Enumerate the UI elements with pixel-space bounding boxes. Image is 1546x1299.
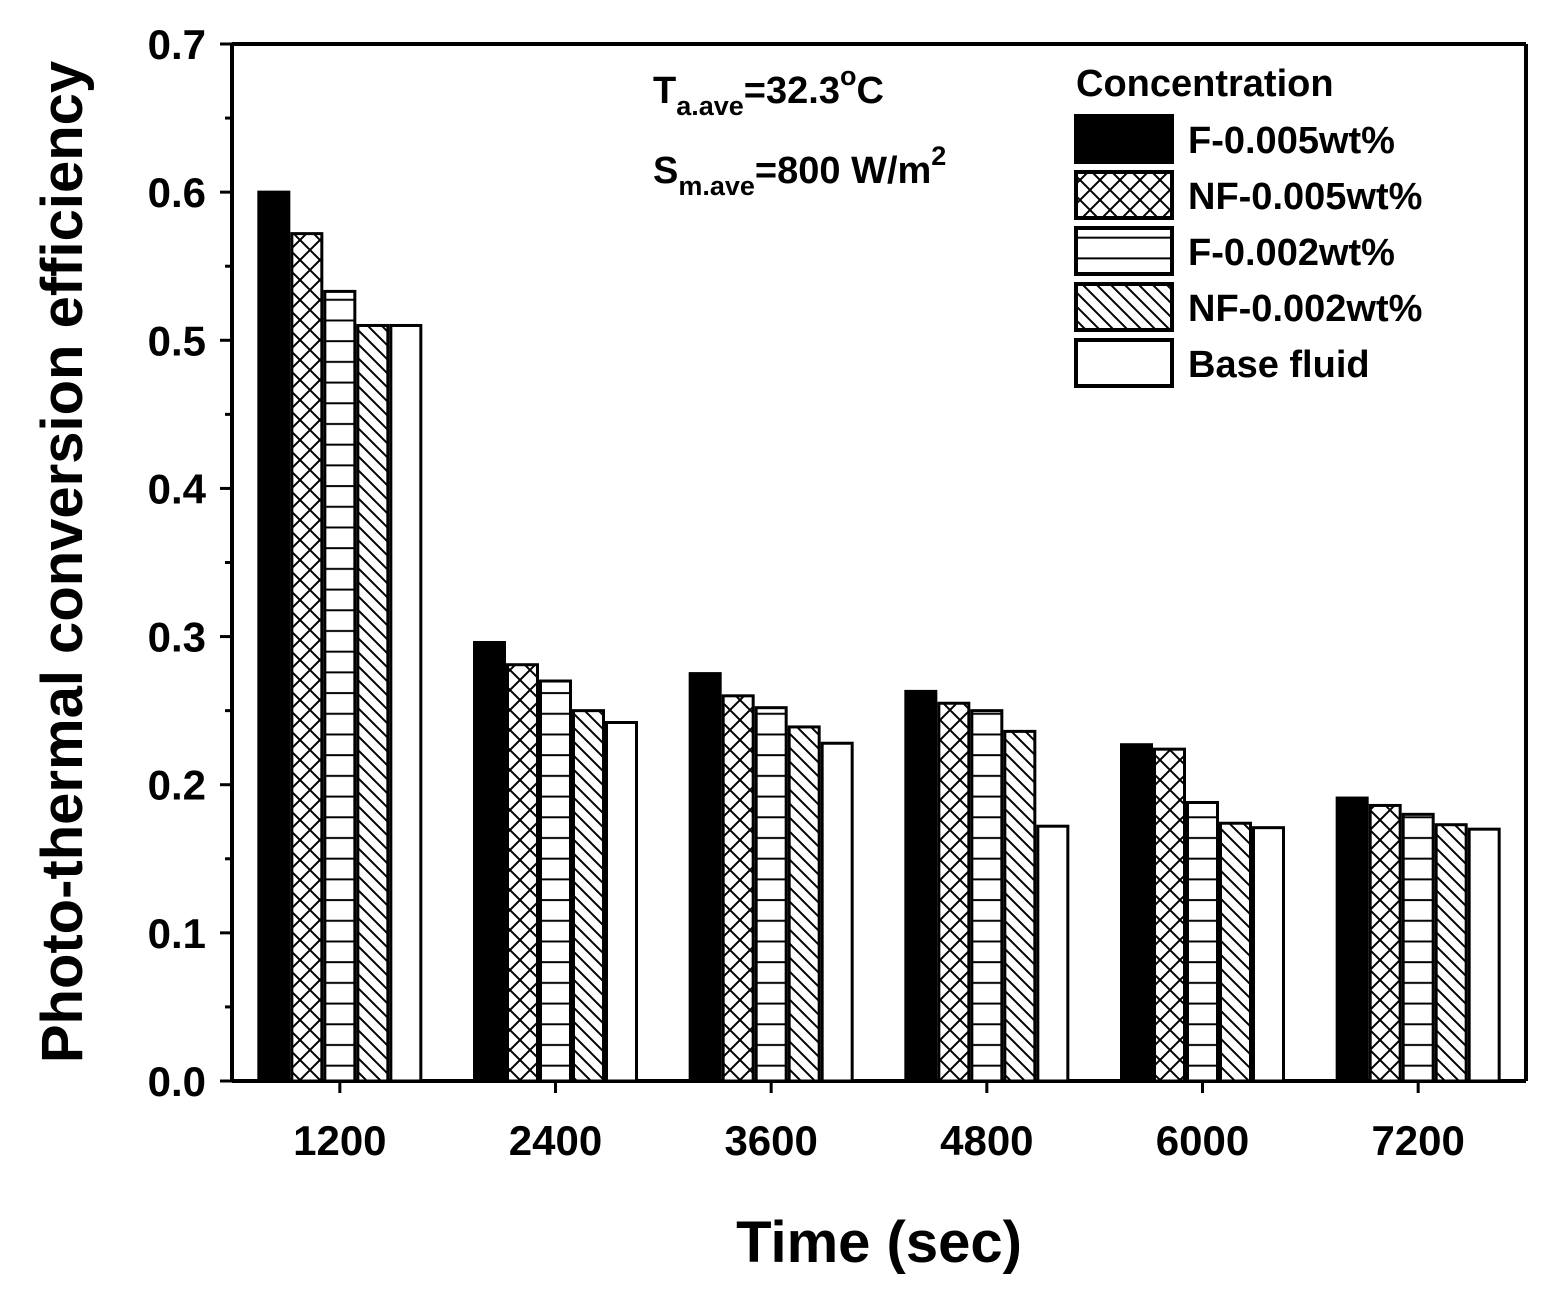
x-tick-label: 1200: [293, 1117, 386, 1164]
y-axis-title: Photo-thermal conversion efficiency: [30, 61, 95, 1063]
bar-2-4800: [937, 701, 971, 1083]
y-tick-label: 0.0: [148, 1058, 206, 1105]
bar-4-2400: [572, 709, 605, 1083]
t-main: T: [653, 70, 676, 112]
bar-1-7200: [1335, 796, 1369, 1083]
legend-label: F-0.005wt%: [1188, 120, 1395, 162]
s-sup: 2: [931, 141, 946, 171]
y-tick-label: 0.2: [148, 762, 206, 809]
legend-swatch: [1074, 226, 1174, 276]
y-tick-label: 0.3: [148, 614, 206, 661]
bar-2-2400: [506, 663, 539, 1083]
bars: [257, 190, 1501, 1083]
legend-swatch: [1074, 282, 1174, 332]
bar-3-3600: [754, 706, 788, 1083]
bar-1-2400: [473, 640, 506, 1083]
bar-4-1200: [356, 323, 390, 1083]
bar-2-3600: [721, 694, 755, 1083]
bar-4-6000: [1219, 821, 1252, 1083]
bar-2-1200: [290, 232, 324, 1083]
t-value: =32.3: [744, 70, 840, 112]
bar-4-7200: [1434, 823, 1468, 1083]
y-tick-label: 0.7: [148, 21, 206, 68]
bar-5-4800: [1036, 824, 1070, 1083]
s-value: =800 W/m: [755, 150, 931, 192]
legend-label: NF-0.002wt%: [1188, 288, 1422, 330]
solar-irradiance-annotation: Sm.ave=800 W/m2: [653, 141, 946, 201]
x-tick-label: 6000: [1156, 1117, 1249, 1164]
x-ticks: 1200 2400 3600 4800 6000 7200: [293, 1081, 1465, 1164]
y-ticks: 0.0 0.1 0.2 0.3 0.4 0.5 0.6 0.7: [148, 21, 232, 1105]
legend-label: Base fluid: [1188, 344, 1370, 386]
t-sub: a.ave: [676, 91, 744, 121]
x-axis-title: Time (sec): [736, 1210, 1022, 1275]
bar-1-3600: [688, 672, 722, 1083]
x-tick-label: 7200: [1371, 1117, 1464, 1164]
bar-1-6000: [1120, 743, 1153, 1083]
legend-label: F-0.002wt%: [1188, 232, 1395, 274]
bar-3-1200: [323, 289, 357, 1083]
t-sup: o: [840, 61, 857, 91]
bar-3-2400: [539, 679, 572, 1083]
y-tick-label: 0.5: [148, 317, 206, 364]
bar-5-7200: [1467, 827, 1501, 1083]
bar-1-4800: [904, 689, 938, 1083]
bar-3-4800: [970, 709, 1004, 1083]
legend-title: Concentration: [1076, 63, 1334, 105]
s-sub: m.ave: [678, 171, 755, 201]
t-unit: C: [856, 70, 883, 112]
bar-5-3600: [820, 741, 854, 1083]
bar-4-4800: [1003, 729, 1037, 1083]
ambient-temperature-annotation: Ta.ave=32.3oC: [653, 61, 884, 121]
legend-label: NF-0.005wt%: [1188, 176, 1422, 218]
bar-5-1200: [389, 323, 423, 1083]
bar-1-1200: [257, 190, 291, 1083]
bar-2-6000: [1153, 747, 1186, 1083]
s-main: S: [653, 150, 678, 192]
bar-3-6000: [1186, 800, 1219, 1083]
legend: Concentration F-0.005wt% NF-0.005wt% F-0.0…: [1074, 63, 1422, 388]
y-tick-label: 0.1: [148, 910, 206, 957]
x-tick-label: 2400: [509, 1117, 602, 1164]
bar-2-7200: [1368, 803, 1402, 1083]
bar-5-6000: [1252, 826, 1285, 1083]
y-tick-label: 0.4: [148, 465, 207, 512]
bar-4-3600: [787, 725, 821, 1083]
x-tick-label: 3600: [724, 1117, 817, 1164]
y-tick-label: 0.6: [148, 169, 206, 216]
bar-3-7200: [1401, 812, 1435, 1083]
legend-swatch: [1074, 114, 1174, 164]
legend-swatch: [1074, 338, 1174, 388]
x-tick-label: 4800: [940, 1117, 1033, 1164]
legend-swatch: [1074, 170, 1174, 220]
bar-5-2400: [605, 720, 638, 1083]
